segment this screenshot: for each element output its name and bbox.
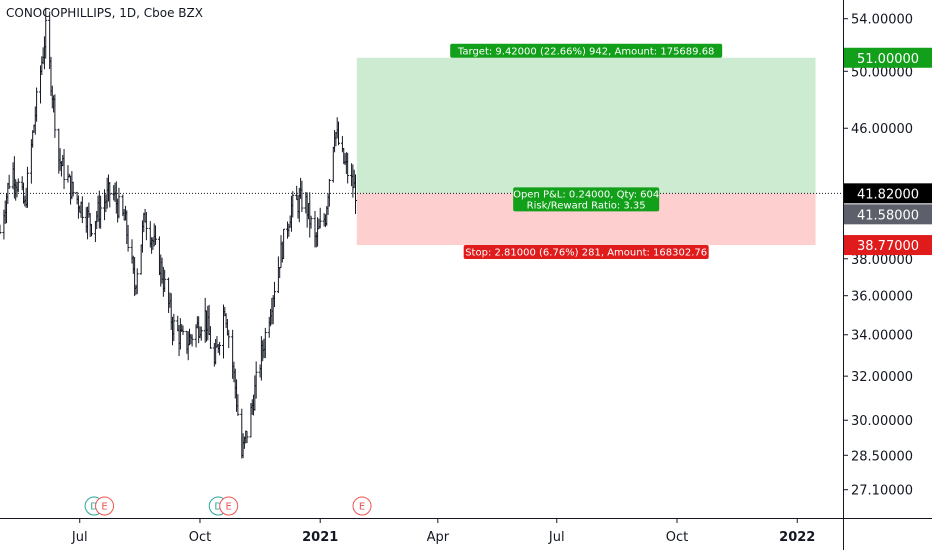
event-marker-earnings (95, 496, 115, 516)
ohlc-bar (309, 215, 313, 229)
time-tick-label: Jul (548, 530, 565, 545)
price-tick-label: 46.00000 (851, 122, 913, 137)
pnl-label-line2: Risk/Reward Ratio: 3.35 (527, 200, 646, 211)
ohlc-bar (89, 223, 93, 237)
ohlc-bar (25, 166, 29, 208)
ohlc-bar (291, 191, 295, 218)
ohlc-bar (327, 179, 331, 207)
ohlc-bar (199, 326, 203, 341)
target-label: Target: 9.42000 (22.66%) 942, Amount: 17… (457, 46, 715, 57)
event-label: E (359, 502, 365, 513)
ohlc-bar (108, 182, 112, 208)
price-tick-label: 30.00000 (851, 414, 913, 429)
ohlc-bar (44, 7, 48, 59)
ohlc-bar (190, 334, 194, 347)
ohlc-bar (117, 187, 121, 219)
ohlc-bar (53, 94, 57, 138)
chart-title: CONOCOPHILLIPS, 1D, Cboe BZX (6, 6, 203, 20)
ohlc-bar (31, 130, 35, 148)
event-marker-earnings (219, 496, 239, 516)
ohlc-bar (208, 326, 212, 349)
time-tick-label: Jul (71, 530, 88, 545)
ohlc-bar (62, 148, 66, 190)
ohlc-bar (71, 181, 75, 197)
price-tag-gray (844, 204, 932, 225)
stop-label-bg (463, 245, 709, 260)
ohlc-bar (99, 195, 103, 229)
ohlc-bar (154, 225, 158, 245)
ohlc-bar (35, 87, 39, 122)
target-label-bg (450, 43, 723, 58)
ohlc-bar (7, 174, 11, 190)
price-tag-label: 41.82000 (857, 187, 919, 202)
ohlc-bar (126, 224, 130, 252)
price-tick-label: 28.50000 (851, 449, 913, 464)
ohlc-bar (227, 329, 231, 349)
ohlc-bar (135, 268, 139, 294)
price-tick-label: 32.00000 (851, 370, 913, 385)
ohlc-bar (346, 152, 350, 184)
ohlc-bar (218, 341, 222, 356)
ohlc-bar (300, 180, 304, 213)
time-tick-label: 2022 (779, 530, 815, 545)
ohlc-bar (163, 269, 167, 293)
ohlc-bar (172, 313, 176, 342)
price-tag-label: 51.00000 (857, 52, 919, 67)
ohlc-bar (181, 325, 185, 335)
time-tick-label: 2021 (302, 530, 338, 545)
ohlc-bar (282, 228, 286, 260)
price-tag-red (844, 235, 932, 256)
price-tick-label: 54.00000 (851, 13, 913, 28)
pnl-label-bg (513, 187, 660, 212)
price-tick-label: 50.00000 (851, 65, 913, 80)
ohlc-bar (0, 224, 2, 235)
price-tag-label: 41.58000 (857, 208, 919, 223)
price-tick-label: 38.00000 (851, 253, 913, 268)
ohlc-bar (144, 212, 148, 241)
ohlc-bar (353, 174, 357, 215)
time-tick-label: Oct (666, 530, 688, 545)
ohlc-bar (263, 327, 267, 359)
ohlc-bar (272, 281, 276, 308)
stop-label: Stop: 2.81000 (6.76%) 281, Amount: 16830… (465, 248, 707, 259)
price-tag-green (844, 47, 932, 68)
event-marker-earnings (352, 496, 372, 516)
ohlc-bar (16, 178, 20, 193)
ohlc-bar (80, 196, 84, 224)
ohlc-bar (254, 361, 258, 399)
ohlc-bar (236, 394, 240, 416)
event-label: E (226, 502, 232, 513)
price-tick-label: 36.00000 (851, 290, 913, 305)
event-label: D (214, 502, 222, 513)
price-tick-label: 27.10000 (851, 484, 913, 499)
price-tag-black (844, 183, 932, 204)
profit-zone (356, 57, 816, 194)
ohlc-bar (318, 207, 322, 229)
price-tick-label: 34.00000 (851, 329, 913, 344)
event-label: D (90, 502, 98, 513)
ohlc-bar (245, 430, 249, 444)
ohlc-bar (337, 121, 341, 146)
pnl-label-line1: Open P&L: 0.24000, Qty: 604 (513, 189, 659, 200)
price-tag-label: 38.77000 (857, 239, 919, 254)
time-tick-label: Oct (189, 530, 211, 545)
time-tick-label: Apr (427, 530, 450, 545)
event-label: E (101, 502, 107, 513)
